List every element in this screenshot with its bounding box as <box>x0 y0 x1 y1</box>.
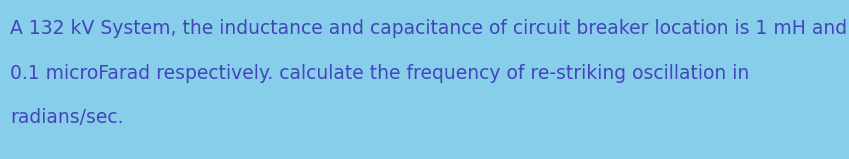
Text: A 132 kV System, the inductance and capacitance of circuit breaker location is 1: A 132 kV System, the inductance and capa… <box>10 19 847 38</box>
Text: radians/sec.: radians/sec. <box>10 108 124 127</box>
Text: 0.1 microFarad respectively. calculate the frequency of re-striking oscillation : 0.1 microFarad respectively. calculate t… <box>10 64 750 83</box>
